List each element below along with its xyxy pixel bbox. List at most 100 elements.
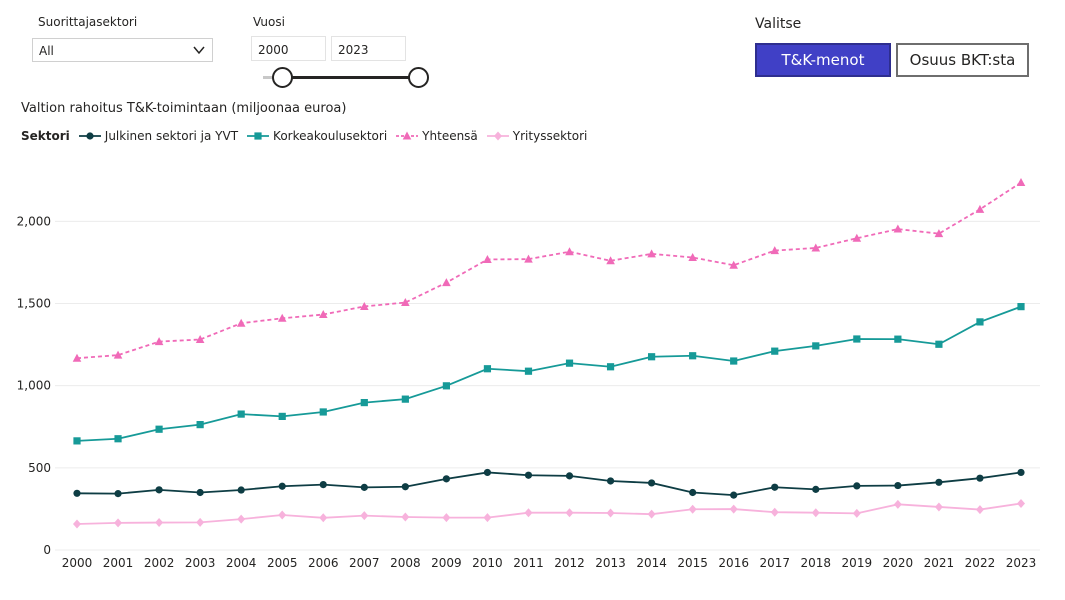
data-point-korkeakoulusektori [976, 318, 984, 326]
series-line-korkeakoulusektori [76, 305, 1022, 442]
data-point-yhteens [113, 350, 123, 359]
legend-item-korkeakoulusektori[interactable]: Korkeakoulusektori [246, 129, 387, 143]
year-slider-range [283, 76, 418, 79]
data-point-korkeakoulusektori [114, 435, 122, 443]
data-point-korkeakoulusektori [894, 335, 902, 343]
data-point-yrityssektori [196, 517, 205, 527]
chart-title: Valtion rahoitus T&K-toimintaan (miljoon… [21, 101, 347, 116]
gdp-share-button[interactable]: Osuus BKT:sta [896, 43, 1029, 77]
legend-marker [86, 132, 94, 140]
data-point-yhteens [1016, 178, 1026, 187]
data-point-yrityssektori [606, 508, 615, 518]
data-point-yhteens [975, 204, 985, 213]
data-point-korkeakoulusektori [935, 340, 943, 348]
legend-item-yhteens[interactable]: Yhteensä [395, 129, 478, 143]
data-point-julkinen-sektori-ja-yvt [155, 486, 163, 494]
data-point-julkinen-sektori-ja-yvt [894, 481, 902, 490]
x-tick-label: 2006 [308, 556, 339, 570]
data-point-julkinen-sektori-ja-yvt [853, 482, 861, 490]
data-point-julkinen-sektori-ja-yvt [771, 483, 779, 491]
x-tick-label: 2010 [472, 556, 503, 570]
x-tick-label: 2016 [718, 556, 749, 570]
data-point-julkinen-sektori-ja-yvt [648, 479, 656, 487]
data-point-yrityssektori [893, 499, 902, 509]
data-point-julkinen-sektori-ja-yvt [565, 472, 574, 480]
year-end-input[interactable]: 2023 [331, 36, 406, 61]
legend-marker [493, 131, 502, 141]
x-tick-label: 2005 [267, 556, 298, 570]
data-point-yhteens [236, 318, 246, 327]
data-point-julkinen-sektori-ja-yvt [730, 491, 738, 499]
data-point-yrityssektori [442, 513, 451, 523]
data-point-yhteens [442, 278, 451, 287]
y-tick-label: 0 [43, 543, 51, 557]
y-tick-label: 1,500 [17, 297, 51, 311]
data-point-yrityssektori [73, 519, 81, 529]
data-point-korkeakoulusektori [73, 437, 81, 445]
data-point-yhteens [195, 334, 205, 343]
x-tick-label: 2013 [595, 556, 626, 570]
sector-filter-label: Suorittajasektori [38, 15, 138, 29]
legend-swatch-icon [486, 131, 509, 141]
x-tick-label: 2000 [62, 556, 93, 570]
rd-expenditure-button[interactable]: T&K-menot [755, 43, 891, 77]
x-tick-label: 2008 [390, 556, 421, 570]
data-point-yrityssektori [934, 502, 943, 512]
data-point-yrityssektori [278, 510, 287, 520]
sector-dropdown[interactable]: All [32, 38, 213, 62]
data-point-julkinen-sektori-ja-yvt [319, 480, 327, 489]
data-point-yrityssektori [770, 507, 779, 517]
legend-item-julkinen-sektori-ja-yvt[interactable]: Julkinen sektori ja YVT [78, 129, 238, 143]
year-slider-end-handle[interactable] [408, 67, 429, 88]
x-tick-label: 2003 [185, 556, 216, 570]
data-point-yhteens [893, 224, 903, 233]
chart-legend: Sektori Julkinen sektori ja YVT Korkeakou… [21, 127, 595, 145]
data-point-julkinen-sektori-ja-yvt [976, 474, 984, 482]
data-point-yrityssektori [155, 518, 164, 528]
x-tick-label: 2019 [842, 556, 873, 570]
x-tick-label: 2022 [965, 556, 996, 570]
data-point-yhteens [72, 353, 82, 362]
legend-swatch-icon [78, 132, 101, 140]
line-chart: 0 500 1,000 1,500 2,000 2000 2001 2002 2003 2004 2… [17, 178, 1040, 570]
data-point-yrityssektori [647, 509, 656, 519]
x-tick-label: 2014 [636, 556, 667, 570]
sector-dropdown-value: All [39, 44, 54, 58]
data-point-yrityssektori [975, 505, 984, 515]
data-point-julkinen-sektori-ja-yvt [401, 483, 409, 491]
legend-item-yrityssektori[interactable]: Yrityssektori [486, 129, 588, 143]
data-point-yhteens [729, 260, 738, 269]
data-point-yrityssektori [688, 504, 697, 514]
x-tick-label: 2002 [144, 556, 175, 570]
data-point-yrityssektori [483, 513, 492, 523]
x-tick-label: 2020 [883, 556, 914, 570]
data-point-yhteens [401, 298, 410, 307]
data-point-korkeakoulusektori [319, 408, 327, 416]
data-point-yhteens [565, 247, 574, 256]
data-point-julkinen-sektori-ja-yvt [278, 482, 286, 490]
data-point-julkinen-sektori-ja-yvt [524, 471, 533, 479]
data-point-korkeakoulusektori [606, 363, 615, 371]
data-point-korkeakoulusektori [401, 395, 409, 403]
data-point-korkeakoulusektori [565, 359, 574, 367]
year-slider-start-handle[interactable] [272, 67, 293, 88]
data-point-korkeakoulusektori [812, 342, 820, 350]
data-point-yrityssektori [811, 508, 820, 518]
legend-label: Korkeakoulusektori [273, 129, 388, 143]
data-point-yhteens [934, 229, 944, 238]
x-tick-label: 2011 [513, 556, 544, 570]
x-tick-label: 2017 [759, 556, 790, 570]
year-start-input[interactable]: 2000 [251, 36, 326, 61]
chevron-down-icon [193, 46, 205, 55]
legend-label: Yrityssektori [512, 129, 588, 143]
data-point-korkeakoulusektori [483, 365, 492, 373]
data-point-julkinen-sektori-ja-yvt [606, 477, 615, 485]
x-tick-label: 2018 [801, 556, 832, 570]
data-point-yhteens [852, 233, 862, 242]
data-point-julkinen-sektori-ja-yvt [442, 475, 450, 483]
data-point-korkeakoulusektori [730, 357, 738, 365]
x-tick-label: 2001 [103, 556, 134, 570]
selector-label: Valitse [755, 16, 802, 32]
data-point-korkeakoulusektori [278, 412, 286, 420]
data-point-yrityssektori [401, 512, 410, 522]
